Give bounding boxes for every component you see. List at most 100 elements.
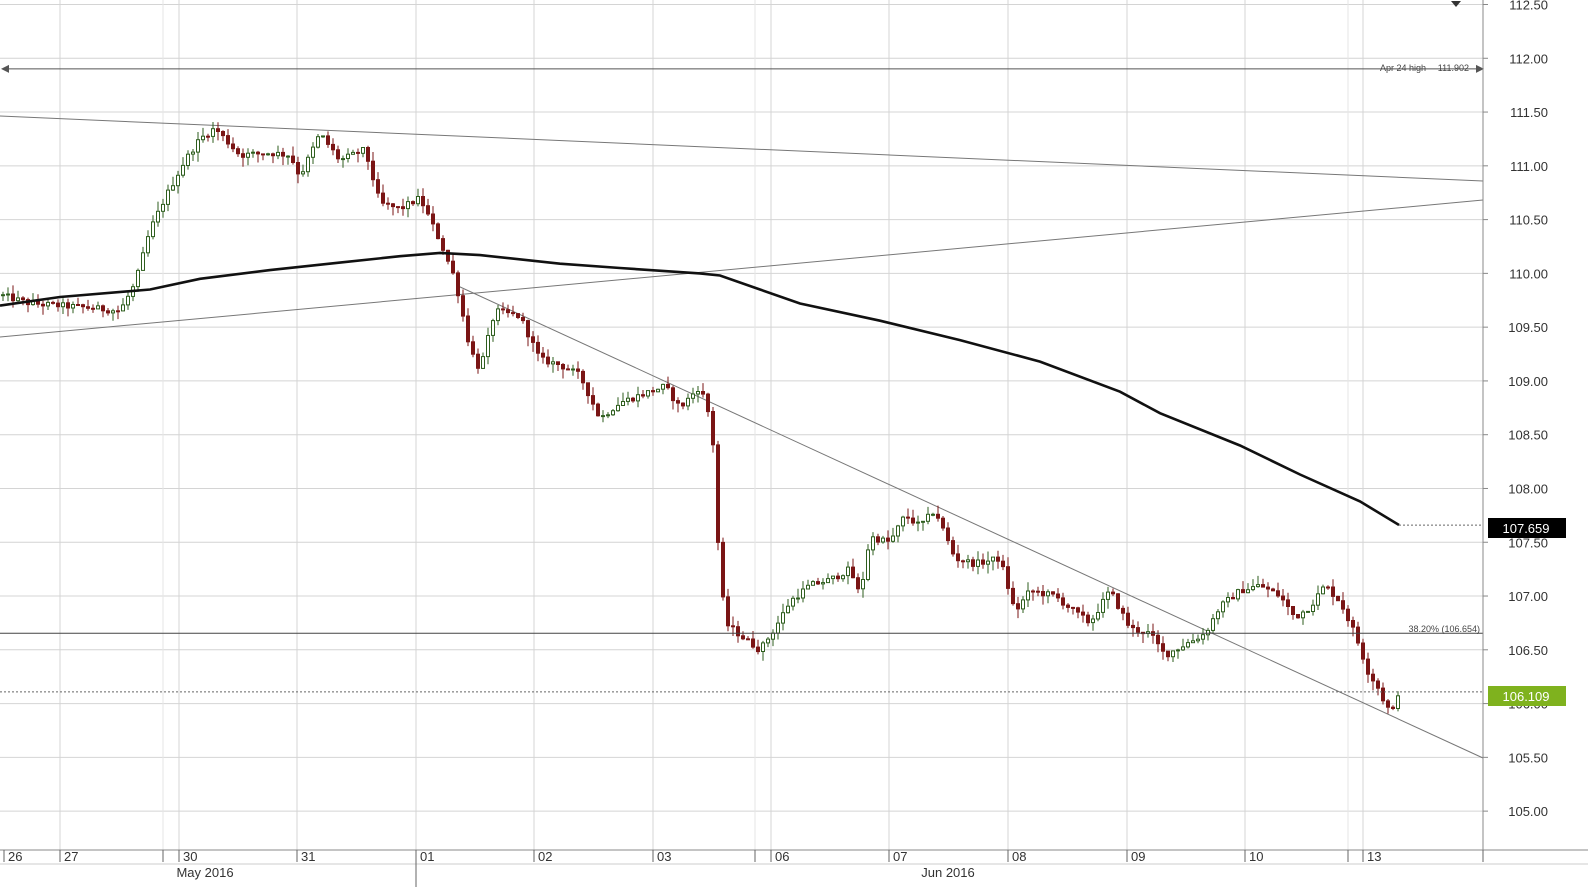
candle-body [981,559,985,565]
candle-body [756,646,760,653]
candle-body [371,160,375,181]
ma-badge-box [1488,518,1566,538]
candle-body [146,236,150,254]
candle-body [786,605,790,614]
candle-body [1061,597,1065,606]
candle-body [101,305,105,312]
candle-body [1301,611,1305,619]
candle-body [1081,611,1085,616]
candle-body [726,596,730,627]
candle-body [746,638,750,641]
candle-body [546,356,550,365]
candle-body [71,304,75,309]
x-tick-label: 27 [64,849,78,864]
candle-body [121,304,125,312]
x-tick-label: 07 [893,849,907,864]
right-arrow-icon [1476,64,1484,73]
candle-body [761,642,765,653]
candle-body [341,158,345,161]
candle-body [731,625,735,628]
candle-body [1396,695,1400,709]
candle-body [986,560,990,565]
trend-lines [0,115,1484,759]
candle-body [76,304,80,306]
candle-body [1366,658,1370,675]
candle-body [136,269,140,288]
candle-body [681,402,685,407]
x-tick-label: 09 [1131,849,1145,864]
candle-body [241,153,245,158]
candle-body [1341,600,1345,610]
candle-body [571,368,575,371]
candle-body [946,527,950,542]
candle-body [406,201,410,210]
plot-background [0,0,1483,850]
apr24-high-label: Apr 24 high [1380,63,1426,73]
candle-body [1101,598,1105,613]
candle-body [1391,706,1395,710]
candle-body [806,584,810,590]
ma-badge-text: 107.659 [1503,521,1550,536]
candle-body [1111,591,1115,595]
candle-body [776,622,780,634]
candle-body [501,308,505,311]
candle-body [526,320,530,338]
candle-body [401,206,405,210]
candle-body [561,364,565,370]
candle-body [586,382,590,397]
candle-body [396,206,400,209]
candle-body [461,295,465,317]
candle-body [781,612,785,624]
candle-body [321,135,325,138]
candle-body [851,566,855,579]
candle-body [1,294,5,297]
candle-body [221,131,225,137]
candle-body [306,156,310,173]
scroll-down-arrow-icon[interactable] [1451,1,1461,7]
candlesticks [1,122,1400,714]
candle-body [211,128,215,137]
y-tick-label: 110.00 [1509,266,1548,281]
y-tick-label: 105.50 [1508,750,1548,765]
candle-body [1121,607,1125,614]
month-label: Jun 2016 [921,865,975,880]
candle-body [296,162,300,175]
candle-body [596,403,600,417]
candle-body [346,153,350,159]
candle-body [51,301,55,304]
candle-body [901,516,905,527]
candle-body [1381,687,1385,702]
candle-body [1131,624,1135,629]
candle-body [551,361,555,365]
candle-body [821,582,825,585]
candle-body [126,295,130,306]
candle-body [1231,597,1235,600]
candle-body [1096,612,1100,620]
candle-body [906,516,910,519]
candle-body [446,249,450,262]
candle-body [1026,590,1030,601]
candle-body [996,556,1000,562]
candle-body [1326,586,1330,589]
y-tick-label: 109.50 [1508,320,1548,335]
candle-body [226,135,230,145]
y-tick-label: 105.00 [1508,804,1548,819]
candle-body [576,368,580,372]
candle-body [496,308,500,322]
candle-body [1306,610,1310,613]
candle-body [231,143,235,150]
candle-body [826,578,830,584]
x-tick-label: 26 [8,849,22,864]
candle-body [1296,614,1300,619]
candle-body [1256,584,1260,588]
candle-body [891,535,895,542]
candle-body [516,313,520,319]
candle-body [1336,595,1340,602]
candle-body [1176,649,1180,652]
candle-body [1166,650,1170,658]
candle-body [91,307,95,310]
candle-body [1311,604,1315,613]
candle-body [916,521,920,524]
candle-body [141,252,145,271]
